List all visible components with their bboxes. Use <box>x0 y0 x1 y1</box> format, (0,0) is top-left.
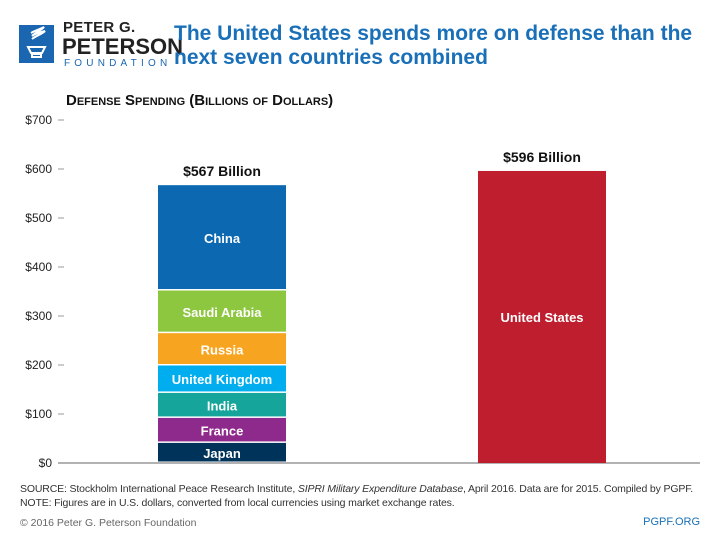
note-text: NOTE: Figures are in U.S. dollars, conve… <box>20 497 455 509</box>
source-note: SOURCE: Stockholm International Peace Re… <box>20 483 693 495</box>
y-tick-label: $100 <box>25 407 52 421</box>
y-tick-label: $600 <box>25 162 52 176</box>
y-tick-label: $300 <box>25 309 52 323</box>
segment-label: China <box>204 231 241 246</box>
segment-label: India <box>207 398 238 413</box>
y-tick-label: $400 <box>25 260 52 274</box>
y-tick-label: $500 <box>25 211 52 225</box>
y-tick-label: $0 <box>39 456 53 470</box>
site-link[interactable]: PGPF.ORG <box>643 516 700 528</box>
bar-segment-saudi-arabia <box>158 290 286 332</box>
segment-label: Saudi Arabia <box>183 305 263 320</box>
source-text: SOURCE: Stockholm International Peace Re… <box>20 483 694 495</box>
y-tick-label: $200 <box>25 358 52 372</box>
segment-label: Russia <box>201 342 244 357</box>
logo-text: FOUNDATION <box>64 58 172 69</box>
logo-text: PETER G. <box>63 19 136 36</box>
bar-total-label: $567 Billion <box>183 163 261 179</box>
bar-segment-india <box>158 392 286 417</box>
bar-segment-russia <box>158 333 286 364</box>
segment-label: France <box>201 423 244 438</box>
copyright: © 2016 Peter G. Peterson Foundation <box>20 517 197 529</box>
bar-segment-france <box>158 417 286 442</box>
bar-segment-japan <box>158 442 286 462</box>
bar-segment-united-states <box>478 170 606 463</box>
logo-text: PETERSON <box>62 34 184 59</box>
segment-label: United Kingdom <box>172 372 272 387</box>
segment-label: Japan <box>203 446 241 461</box>
bar-segment-china <box>158 185 286 290</box>
bar-total-label: $596 Billion <box>503 149 581 165</box>
torch-logo-icon <box>19 25 54 63</box>
bar-segment-united-kingdom <box>158 365 286 392</box>
y-tick-label: $700 <box>25 113 52 127</box>
chart-subtitle: Defense Spending (Billions of Dollars) <box>66 92 334 109</box>
page-title: The United States spends more on defense… <box>174 22 693 69</box>
segment-label: United States <box>500 310 583 325</box>
